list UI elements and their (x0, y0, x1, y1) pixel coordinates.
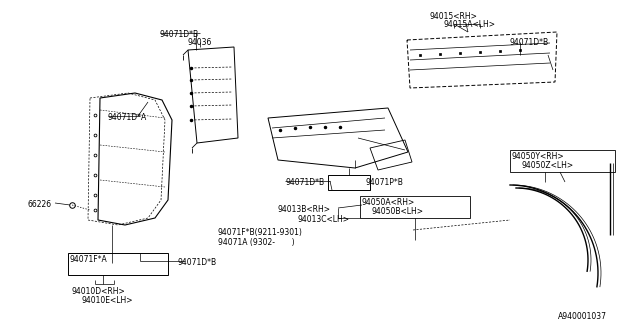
Text: 94015A<LH>: 94015A<LH> (444, 20, 496, 29)
Text: A940001037: A940001037 (558, 312, 607, 320)
Text: 94015<RH>: 94015<RH> (430, 12, 478, 21)
Text: 94010E<LH>: 94010E<LH> (82, 296, 134, 305)
Bar (510, 150, 615, 172)
Text: 94071A (9302-       ): 94071A (9302- ) (218, 238, 294, 247)
Bar (328, 175, 370, 190)
Text: 94050B<LH>: 94050B<LH> (372, 207, 424, 216)
Text: 94071D*B: 94071D*B (510, 38, 549, 47)
Text: 94050A<RH>: 94050A<RH> (362, 198, 415, 207)
Bar (68, 253, 168, 275)
Text: 94013B<RH>: 94013B<RH> (278, 205, 331, 214)
Text: 94071D*A: 94071D*A (108, 113, 147, 122)
Text: 94071F*A: 94071F*A (70, 255, 108, 264)
Text: 94071D*B: 94071D*B (160, 30, 199, 39)
Text: 94050Z<LH>: 94050Z<LH> (522, 161, 574, 170)
Bar (360, 196, 470, 218)
Text: 94071D*B: 94071D*B (178, 258, 217, 267)
Text: 94050Y<RH>: 94050Y<RH> (512, 152, 564, 161)
Text: 94071D*B: 94071D*B (285, 178, 324, 187)
Text: 94036: 94036 (188, 38, 212, 47)
Text: 94010D<RH>: 94010D<RH> (72, 287, 125, 296)
Text: 94071P*B: 94071P*B (366, 178, 404, 187)
Text: 66226: 66226 (28, 200, 52, 209)
Text: 94013C<LH>: 94013C<LH> (298, 215, 350, 224)
Text: 94071F*B(9211-9301): 94071F*B(9211-9301) (218, 228, 303, 237)
